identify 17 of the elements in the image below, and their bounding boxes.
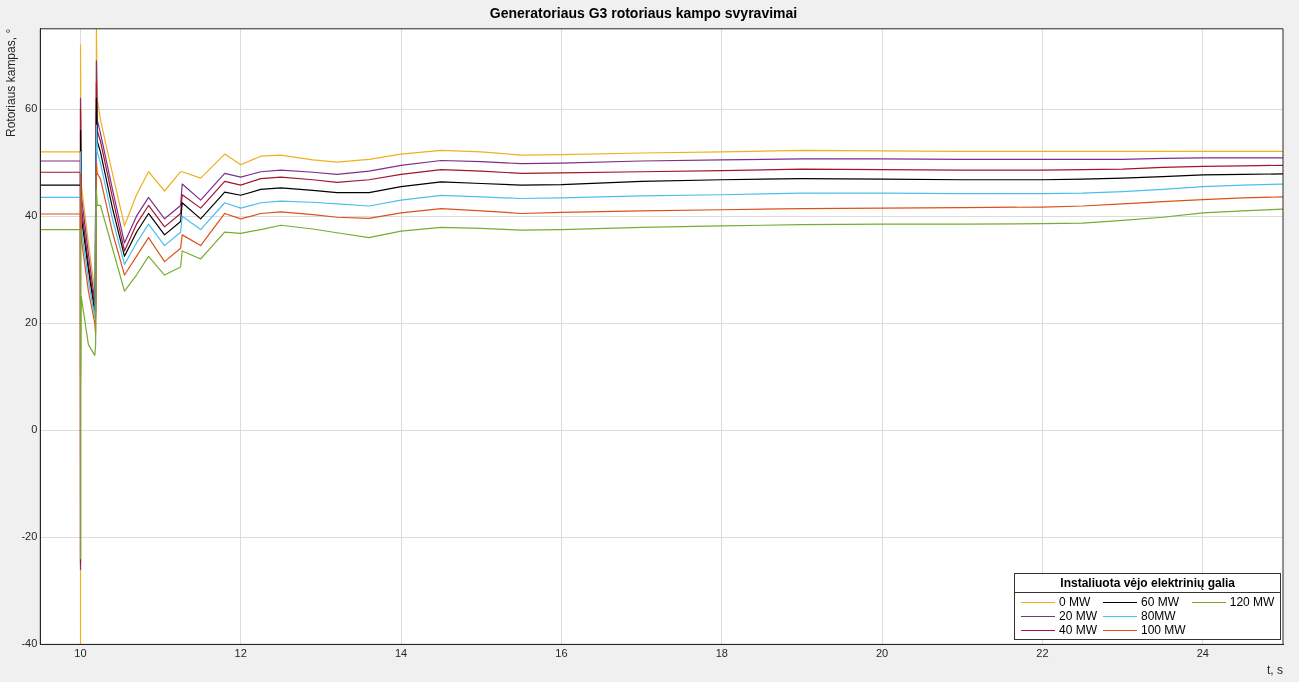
x-tick-label: 12 — [234, 647, 247, 660]
x-tick-label: 14 — [394, 647, 408, 660]
x-tick-label: 22 — [1036, 647, 1049, 660]
y-tick-label: -20 — [21, 530, 38, 543]
x-tick-label: 20 — [876, 647, 889, 660]
x-tick-label: 24 — [1196, 647, 1209, 660]
y-tick-label: 0 — [31, 423, 38, 436]
y-tick-label: 20 — [25, 316, 38, 329]
x-axis-title: t, s — [1266, 663, 1283, 678]
x-tick-label: 16 — [555, 647, 568, 660]
y-axis-title: Rotoriaus kampas, ° — [3, 28, 18, 137]
x-tick-label: 18 — [715, 647, 728, 660]
chart-title: Generatoriaus G3 rotoriaus kampo svyravimai — [489, 5, 798, 22]
y-tick-label: 40 — [25, 209, 38, 222]
y-tick-label: 60 — [25, 102, 38, 115]
y-tick-label: -40 — [21, 637, 38, 650]
x-tick-label: 10 — [74, 647, 87, 660]
